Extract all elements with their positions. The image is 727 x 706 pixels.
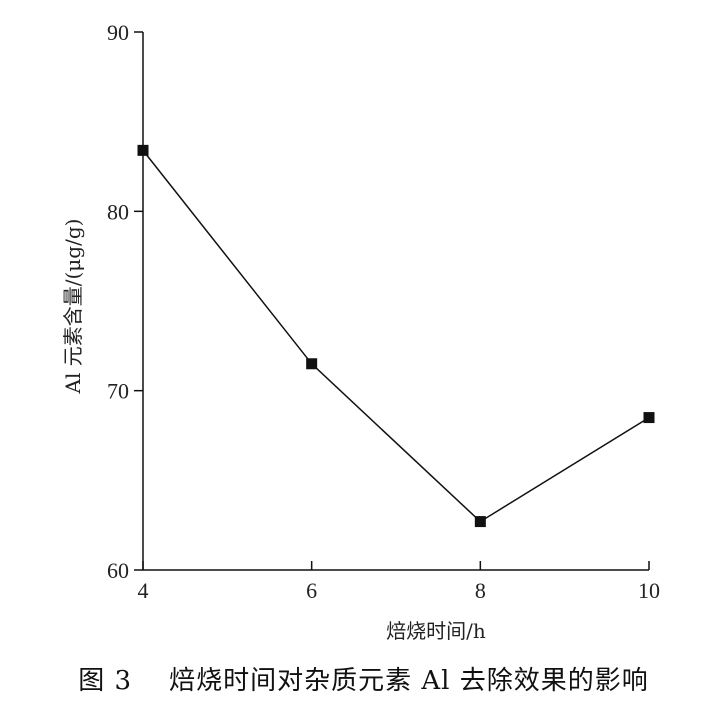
y-tick-label: 70	[107, 379, 129, 404]
y-tick-label: 80	[107, 199, 129, 224]
figure-caption: 图 3 焙烧时间对杂质元素 Al 去除效果的影响	[78, 666, 649, 696]
series-line	[142, 149, 650, 523]
x-tick-label: 6	[306, 578, 317, 603]
data-point	[643, 412, 655, 424]
x-tick-label: 10	[638, 578, 660, 603]
y-ticks: 60 70 80 90	[107, 20, 143, 583]
x-ticks: 4 6 8 10	[138, 561, 660, 603]
series-markers	[137, 144, 655, 528]
data-point	[306, 358, 318, 370]
y-tick-label: 90	[107, 20, 129, 45]
y-axis-label: Al 元素含量/(μg/g)	[61, 219, 85, 395]
x-tick-label: 4	[138, 578, 149, 603]
data-point	[137, 144, 149, 156]
axes	[142, 32, 649, 571]
data-point	[474, 516, 486, 528]
y-tick-label: 60	[107, 558, 129, 583]
x-axis-label: 焙烧时间/h	[386, 619, 486, 643]
x-tick-label: 8	[475, 578, 486, 603]
